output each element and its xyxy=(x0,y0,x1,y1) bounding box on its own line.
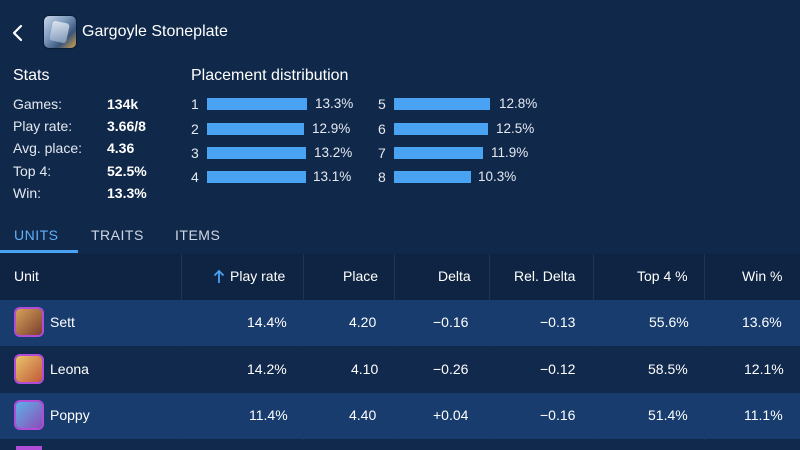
stat-value-top4: 52.5% xyxy=(107,163,147,179)
stat-value-avg-place: 4.36 xyxy=(107,140,135,156)
table-row[interactable] xyxy=(0,440,800,450)
stat-value-win: 13.3% xyxy=(107,185,147,201)
tab-units[interactable]: UNITS xyxy=(14,227,59,243)
column-header-win[interactable]: Win % xyxy=(742,268,783,284)
column-header-play-rate[interactable]: Play rate xyxy=(230,268,286,284)
unit-portrait-icon xyxy=(16,402,42,428)
placement-bar xyxy=(394,147,483,159)
cell-delta: −0.26 xyxy=(433,361,469,377)
placement-percent: 12.9% xyxy=(312,121,351,136)
column-header-top4[interactable]: Top 4 % xyxy=(637,268,688,284)
unit-name: Leona xyxy=(50,361,89,377)
placement-percent: 12.5% xyxy=(496,121,535,136)
placement-percent: 13.2% xyxy=(314,145,353,160)
cell-win: 13.6% xyxy=(742,314,782,330)
unit-portrait-icon xyxy=(16,446,42,450)
stat-value-games: 134k xyxy=(107,96,139,112)
cell-delta: +0.04 xyxy=(433,407,469,423)
unit-name: Poppy xyxy=(50,407,90,423)
cell-win: 11.1% xyxy=(744,407,783,423)
cell-rel-delta: −0.13 xyxy=(540,314,576,330)
placement-number: 2 xyxy=(191,121,199,137)
stat-label-play-rate: Play rate: xyxy=(13,118,73,134)
tab-bar: UNITS TRAITS ITEMS xyxy=(0,222,800,255)
placement-bar xyxy=(207,98,307,110)
item-icon xyxy=(44,16,76,48)
cell-rel-delta: −0.12 xyxy=(540,361,576,377)
placement-number: 8 xyxy=(378,169,386,185)
back-arrow-icon[interactable] xyxy=(8,20,28,46)
stat-label-win: Win: xyxy=(13,185,41,201)
placement-bar xyxy=(394,123,488,135)
column-header-delta[interactable]: Delta xyxy=(438,268,471,284)
placement-bar xyxy=(394,98,490,110)
placement-number: 4 xyxy=(191,169,199,185)
cell-place: 4.20 xyxy=(349,314,377,330)
placement-bar xyxy=(394,171,471,183)
cell-top4: 58.5% xyxy=(648,361,688,377)
table-row[interactable]: Leona 14.2% 4.10 −0.26 −0.12 58.5% 12.1% xyxy=(0,347,800,393)
column-header-rel-delta[interactable]: Rel. Delta xyxy=(514,268,576,284)
placement-heading: Placement distribution xyxy=(191,67,349,84)
placement-percent: 11.9% xyxy=(491,145,529,160)
placement-bar xyxy=(207,171,306,183)
stat-label-top4: Top 4: xyxy=(13,163,52,179)
stat-label-games: Games: xyxy=(13,96,63,112)
cell-play-rate: 14.4% xyxy=(247,314,287,330)
placement-bar xyxy=(207,147,306,159)
cell-delta: −0.16 xyxy=(433,314,469,330)
tab-traits[interactable]: TRAITS xyxy=(91,227,144,243)
cell-place: 4.10 xyxy=(351,361,379,377)
tab-items[interactable]: ITEMS xyxy=(175,227,221,243)
cell-win: 12.1% xyxy=(744,361,784,377)
unit-portrait-icon xyxy=(16,309,42,335)
arrow-up-icon[interactable] xyxy=(213,269,225,285)
table-header: Unit Play rate Place Delta Rel. Delta To… xyxy=(0,254,800,300)
column-header-unit[interactable]: Unit xyxy=(14,268,39,284)
stat-value-play-rate: 3.66/8 xyxy=(107,118,146,134)
column-header-place[interactable]: Place xyxy=(343,268,379,284)
page-title: Gargoyle Stoneplate xyxy=(82,23,228,40)
active-tab-indicator xyxy=(0,250,78,253)
unit-portrait-icon xyxy=(16,356,42,382)
placement-percent: 10.3% xyxy=(478,169,517,184)
placement-number: 6 xyxy=(378,121,386,137)
cell-play-rate: 11.4% xyxy=(249,407,288,423)
placement-number: 1 xyxy=(191,96,199,112)
table-row[interactable]: Sett 14.4% 4.20 −0.16 −0.13 55.6% 13.6% xyxy=(0,300,800,346)
stat-label-avg-place: Avg. place: xyxy=(13,140,83,156)
cell-play-rate: 14.2% xyxy=(247,361,287,377)
placement-percent: 13.1% xyxy=(313,169,352,184)
cell-top4: 51.4% xyxy=(648,407,688,423)
cell-rel-delta: −0.16 xyxy=(540,407,576,423)
placement-percent: 12.8% xyxy=(499,96,538,111)
unit-name: Sett xyxy=(50,314,75,330)
placement-number: 3 xyxy=(191,145,199,161)
cell-place: 4.40 xyxy=(349,407,377,423)
table-row[interactable]: Poppy 11.4% 4.40 +0.04 −0.16 51.4% 11.1% xyxy=(0,393,800,439)
stats-heading: Stats xyxy=(13,67,50,84)
placement-percent: 13.3% xyxy=(315,96,354,111)
placement-number: 5 xyxy=(378,96,386,112)
placement-bar xyxy=(207,123,304,135)
header-bar: Gargoyle Stoneplate xyxy=(0,0,800,66)
cell-top4: 55.6% xyxy=(649,314,689,330)
placement-number: 7 xyxy=(378,145,386,161)
